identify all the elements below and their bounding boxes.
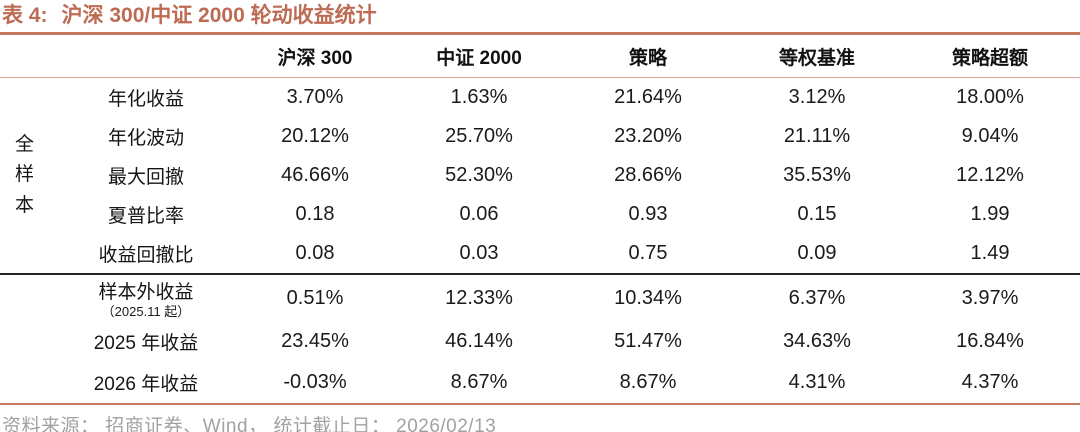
cell-value: 18.00% [956, 86, 1024, 108]
cell-value: 8.67% [450, 371, 508, 393]
group-cell-empty [0, 362, 58, 403]
row-label: 年化收益 [107, 89, 184, 110]
group-cell-empty [0, 274, 58, 321]
table-title: 表 4: 沪深 300/中证 2000 轮动收益统计 [0, 0, 1080, 35]
cell-value: 25.70% [445, 125, 513, 147]
cell-value: 12.12% [956, 164, 1024, 186]
cell-value: 21.11% [783, 125, 851, 147]
statistics-table: 沪深 300 中证 2000 策略 等权基准 策略超额 全样本 年化收益 3.7… [0, 35, 1080, 403]
cell-value: 52.30% [445, 164, 513, 186]
table-number: 表 4: [2, 4, 48, 27]
row-label: 夏普比率 [107, 206, 184, 227]
cell-value: 0.93 [628, 203, 668, 225]
cell-value: 4.37% [961, 371, 1019, 393]
column-header-strategy: 策略 [562, 35, 734, 78]
full-sample-section: 全样本 年化收益 3.70% 1.63% 21.64% 3.12% 18.00%… [0, 78, 1080, 274]
table-row: 夏普比率 0.18 0.06 0.93 0.15 1.99 [0, 195, 1080, 234]
row-label: 收益回撤比 [98, 245, 194, 266]
column-header-benchmark: 等权基准 [734, 35, 900, 78]
row-label-sub: （2025.11 起） [101, 304, 191, 319]
cell-value: 9.04% [961, 125, 1019, 147]
row-label: 样本外收益 （2025.11 起） [58, 274, 234, 321]
table-row: 年化波动 20.12% 25.70% 23.20% 21.11% 9.04% [0, 117, 1080, 156]
cell-value: 34.63% [783, 330, 851, 352]
out-of-sample-section: 样本外收益 （2025.11 起） 0.51% 12.33% 10.34% 6.… [0, 274, 1080, 403]
cell-value: 1.99 [970, 203, 1010, 225]
cell-value: 46.66% [281, 164, 349, 186]
table-row: 2025 年收益 23.45% 46.14% 51.47% 34.63% 16.… [0, 321, 1080, 362]
row-label: 2026 年收益 [93, 374, 199, 395]
cell-value: 23.20% [614, 125, 682, 147]
cell-value: 4.31% [788, 371, 846, 393]
cell-value: 23.45% [281, 330, 349, 352]
cell-value: -0.03% [283, 371, 347, 393]
cell-value: 35.53% [783, 164, 851, 186]
cell-value: 3.70% [286, 86, 344, 108]
header-row: 沪深 300 中证 2000 策略 等权基准 策略超额 [0, 35, 1080, 78]
cell-value: 3.97% [961, 286, 1019, 309]
cell-value: 51.47% [614, 330, 682, 352]
cell-value: 0.75 [628, 242, 668, 264]
cell-value: 28.66% [614, 164, 682, 186]
cell-value: 6.37% [788, 286, 846, 309]
cell-value: 1.63% [450, 86, 508, 108]
table-row: 收益回撤比 0.08 0.03 0.75 0.09 1.49 [0, 234, 1080, 274]
column-header-hs300: 沪深 300 [234, 35, 396, 78]
cell-value: 0.06 [459, 203, 499, 225]
cell-value: 0.51% [286, 286, 344, 309]
group-cell: 全样本 [0, 78, 58, 275]
source-note: 资料来源： 招商证券、Wind， 统计截止日： 2026/02/13 [0, 403, 1080, 432]
cell-value: 0.18 [295, 203, 335, 225]
table-row: 2026 年收益 -0.03% 8.67% 8.67% 4.31% 4.37% [0, 362, 1080, 403]
cell-value: 16.84% [956, 330, 1024, 352]
cell-value: 21.64% [614, 86, 682, 108]
cell-value: 3.12% [788, 86, 846, 108]
cell-value: 0.03 [459, 242, 499, 264]
cell-value: 0.09 [797, 242, 837, 264]
table-row: 样本外收益 （2025.11 起） 0.51% 12.33% 10.34% 6.… [0, 274, 1080, 321]
cell-value: 0.15 [797, 203, 837, 225]
column-header-excess: 策略超额 [900, 35, 1080, 78]
row-label: 年化波动 [107, 128, 184, 149]
table-row: 全样本 年化收益 3.70% 1.63% 21.64% 3.12% 18.00% [0, 78, 1080, 216]
group-cell-empty [0, 321, 58, 362]
table-row: 最大回撤 46.66% 52.30% 28.66% 35.53% 12.12% [0, 156, 1080, 195]
cell-value: 10.34% [614, 286, 682, 309]
row-label-main: 样本外收益 [98, 282, 194, 303]
column-header-zz2000: 中证 2000 [396, 35, 562, 78]
cell-value: 8.67% [619, 371, 677, 393]
row-label: 2025 年收益 [93, 333, 199, 354]
cell-value: 46.14% [445, 330, 513, 352]
group-label: 全样本 [15, 134, 35, 216]
header-empty-cell [0, 35, 234, 78]
cell-value: 12.33% [445, 286, 513, 309]
cell-value: 1.49 [970, 242, 1010, 264]
row-label: 最大回撤 [107, 167, 184, 188]
table-title-text: 沪深 300/中证 2000 轮动收益统计 [61, 4, 377, 27]
cell-value: 20.12% [281, 125, 349, 147]
cell-value: 0.08 [295, 242, 335, 264]
